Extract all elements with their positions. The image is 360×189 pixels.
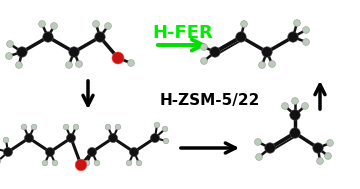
- Circle shape: [69, 47, 79, 57]
- Circle shape: [39, 21, 45, 27]
- Circle shape: [24, 133, 33, 143]
- Circle shape: [94, 160, 100, 166]
- Circle shape: [6, 41, 13, 47]
- Circle shape: [67, 133, 76, 143]
- Circle shape: [302, 103, 309, 109]
- Circle shape: [303, 39, 309, 45]
- Circle shape: [130, 147, 139, 156]
- Circle shape: [45, 147, 54, 156]
- Circle shape: [282, 103, 288, 109]
- Circle shape: [21, 124, 27, 130]
- Circle shape: [325, 153, 332, 159]
- Circle shape: [127, 60, 134, 66]
- Circle shape: [76, 61, 82, 67]
- Circle shape: [240, 21, 247, 27]
- Circle shape: [126, 160, 132, 166]
- Circle shape: [255, 139, 261, 145]
- Circle shape: [15, 62, 22, 68]
- Circle shape: [52, 160, 58, 166]
- Circle shape: [327, 140, 333, 146]
- Circle shape: [105, 23, 111, 29]
- Circle shape: [150, 133, 159, 143]
- Circle shape: [112, 52, 124, 64]
- Circle shape: [43, 32, 53, 42]
- Circle shape: [0, 158, 1, 164]
- Circle shape: [51, 23, 57, 29]
- Circle shape: [6, 53, 12, 59]
- Circle shape: [63, 124, 69, 130]
- Circle shape: [42, 160, 48, 166]
- Text: H-ZSM-5/22: H-ZSM-5/22: [160, 92, 260, 108]
- Circle shape: [73, 124, 79, 130]
- Circle shape: [75, 159, 87, 171]
- Circle shape: [292, 98, 298, 104]
- Circle shape: [236, 32, 246, 42]
- Circle shape: [162, 126, 168, 132]
- Circle shape: [93, 21, 99, 27]
- Circle shape: [84, 160, 90, 166]
- Circle shape: [294, 20, 300, 26]
- Circle shape: [66, 62, 72, 68]
- Circle shape: [210, 47, 220, 57]
- Circle shape: [269, 61, 275, 67]
- Circle shape: [115, 124, 121, 130]
- Circle shape: [17, 47, 27, 57]
- Circle shape: [288, 32, 298, 42]
- Circle shape: [105, 124, 111, 130]
- Circle shape: [95, 32, 105, 42]
- Circle shape: [108, 133, 117, 143]
- Circle shape: [201, 58, 207, 64]
- Circle shape: [163, 138, 169, 144]
- Circle shape: [154, 122, 160, 128]
- Circle shape: [201, 44, 207, 50]
- Circle shape: [290, 110, 300, 120]
- Circle shape: [316, 158, 323, 164]
- Circle shape: [258, 62, 265, 68]
- Circle shape: [256, 154, 262, 160]
- Circle shape: [313, 143, 323, 153]
- Circle shape: [136, 160, 142, 166]
- Circle shape: [262, 47, 272, 57]
- Circle shape: [303, 27, 309, 33]
- Circle shape: [87, 147, 96, 156]
- Circle shape: [290, 128, 300, 138]
- Circle shape: [31, 124, 37, 130]
- Circle shape: [265, 143, 275, 153]
- Circle shape: [3, 137, 9, 143]
- Circle shape: [4, 147, 13, 156]
- Text: H-FER: H-FER: [153, 24, 213, 42]
